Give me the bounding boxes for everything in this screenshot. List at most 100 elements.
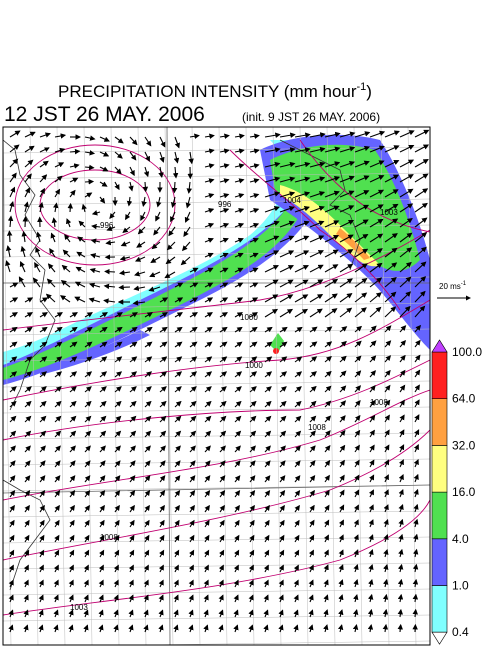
wind-vector <box>119 270 131 276</box>
wind-vector <box>278 564 284 573</box>
wind-vector <box>399 130 415 138</box>
wind-vector <box>339 489 345 498</box>
wind-vector <box>47 263 56 273</box>
wind-vector <box>249 400 257 408</box>
wind-vector <box>264 161 281 168</box>
wind-vector <box>399 217 413 228</box>
wind-vector <box>248 564 254 573</box>
wind-vector <box>106 225 116 231</box>
wind-vector <box>159 490 166 498</box>
wind-vector <box>174 297 184 303</box>
wind-vector <box>309 132 326 138</box>
wind-vector <box>324 504 330 513</box>
wind-vector <box>294 445 301 453</box>
wind-vector <box>264 549 270 558</box>
wind-vector <box>233 579 239 588</box>
wind-vector <box>324 176 341 183</box>
wind-vector <box>24 400 32 408</box>
wind-vector <box>69 400 77 408</box>
wind-vector <box>279 415 287 423</box>
wind-vector <box>69 504 75 513</box>
wind-vector <box>279 161 296 168</box>
wind-vector <box>324 489 330 498</box>
wind-vector <box>264 341 273 348</box>
wind-vector <box>294 308 309 318</box>
wind-vector <box>414 290 426 303</box>
wind-vector <box>218 594 224 603</box>
wind-vector <box>84 371 93 378</box>
wind-vector <box>249 312 258 318</box>
wind-vector <box>189 341 198 348</box>
wind-vector <box>128 624 134 633</box>
grid-line <box>3 276 430 284</box>
wind-vector <box>50 232 56 243</box>
grid-line <box>245 127 255 645</box>
wind-vector <box>114 181 120 191</box>
grid-line <box>299 127 309 645</box>
wind-vector <box>294 386 302 393</box>
wind-vector <box>264 356 273 363</box>
wind-vector <box>204 460 211 468</box>
wind-vector <box>204 267 214 273</box>
precip-green <box>3 210 300 380</box>
wind-vector <box>233 594 239 603</box>
wind-vector <box>24 173 32 183</box>
wind-vector <box>174 475 181 483</box>
wind-vector <box>99 196 106 204</box>
wind-vector <box>174 400 182 408</box>
wind-vector <box>354 131 371 138</box>
wind-vector <box>144 415 152 423</box>
wind-vector <box>129 136 138 146</box>
wind-vector <box>369 218 384 228</box>
wind-vector <box>84 356 93 363</box>
wind-vector <box>367 593 374 603</box>
wind-vector <box>309 235 325 243</box>
wind-vector <box>174 371 183 378</box>
wind-vector <box>279 279 294 288</box>
wind-vector <box>309 385 317 393</box>
wind-vector <box>412 608 419 618</box>
wind-vector <box>114 136 124 144</box>
wind-vector <box>384 145 400 153</box>
wind-vector <box>189 445 196 453</box>
wind-vector <box>174 326 183 333</box>
grid-line <box>164 127 174 645</box>
vector-legend-text: 20 ms <box>439 282 461 291</box>
wind-vector <box>39 475 46 483</box>
wind-vector <box>54 430 62 438</box>
wind-vector <box>279 132 296 138</box>
wind-vector <box>234 356 243 363</box>
init-time: (init. 9 JST 26 MAY. 2006) <box>242 110 380 124</box>
wind-vector <box>324 190 340 198</box>
wind-vector <box>39 519 45 528</box>
wind-vector <box>309 205 325 213</box>
wind-vector <box>294 519 300 528</box>
wind-vector <box>399 188 414 198</box>
wind-vector <box>234 534 240 543</box>
wind-vector <box>189 475 196 483</box>
wind-vector <box>83 624 89 633</box>
wind-vector <box>69 549 75 558</box>
wind-vector <box>384 262 398 273</box>
wind-vector <box>143 594 149 603</box>
wind-vector <box>174 445 181 453</box>
wind-vector <box>309 534 315 543</box>
wind-vector <box>384 414 390 423</box>
wind-vector <box>66 218 72 228</box>
wind-vector <box>338 534 344 543</box>
wind-vector <box>324 370 332 378</box>
wind-vector <box>384 429 390 438</box>
wind-vector <box>338 564 344 573</box>
wind-vector <box>129 400 137 408</box>
wind-vector <box>324 385 332 393</box>
wind-vector <box>264 534 270 543</box>
wind-vector <box>294 147 311 153</box>
wind-vector <box>59 295 71 303</box>
wind-vector <box>204 504 210 513</box>
wind-vector <box>9 490 16 498</box>
wind-vector <box>264 250 280 258</box>
wind-vector <box>150 256 161 263</box>
grid-line <box>191 127 201 645</box>
wind-vector <box>54 445 61 453</box>
wind-vector <box>158 564 164 573</box>
